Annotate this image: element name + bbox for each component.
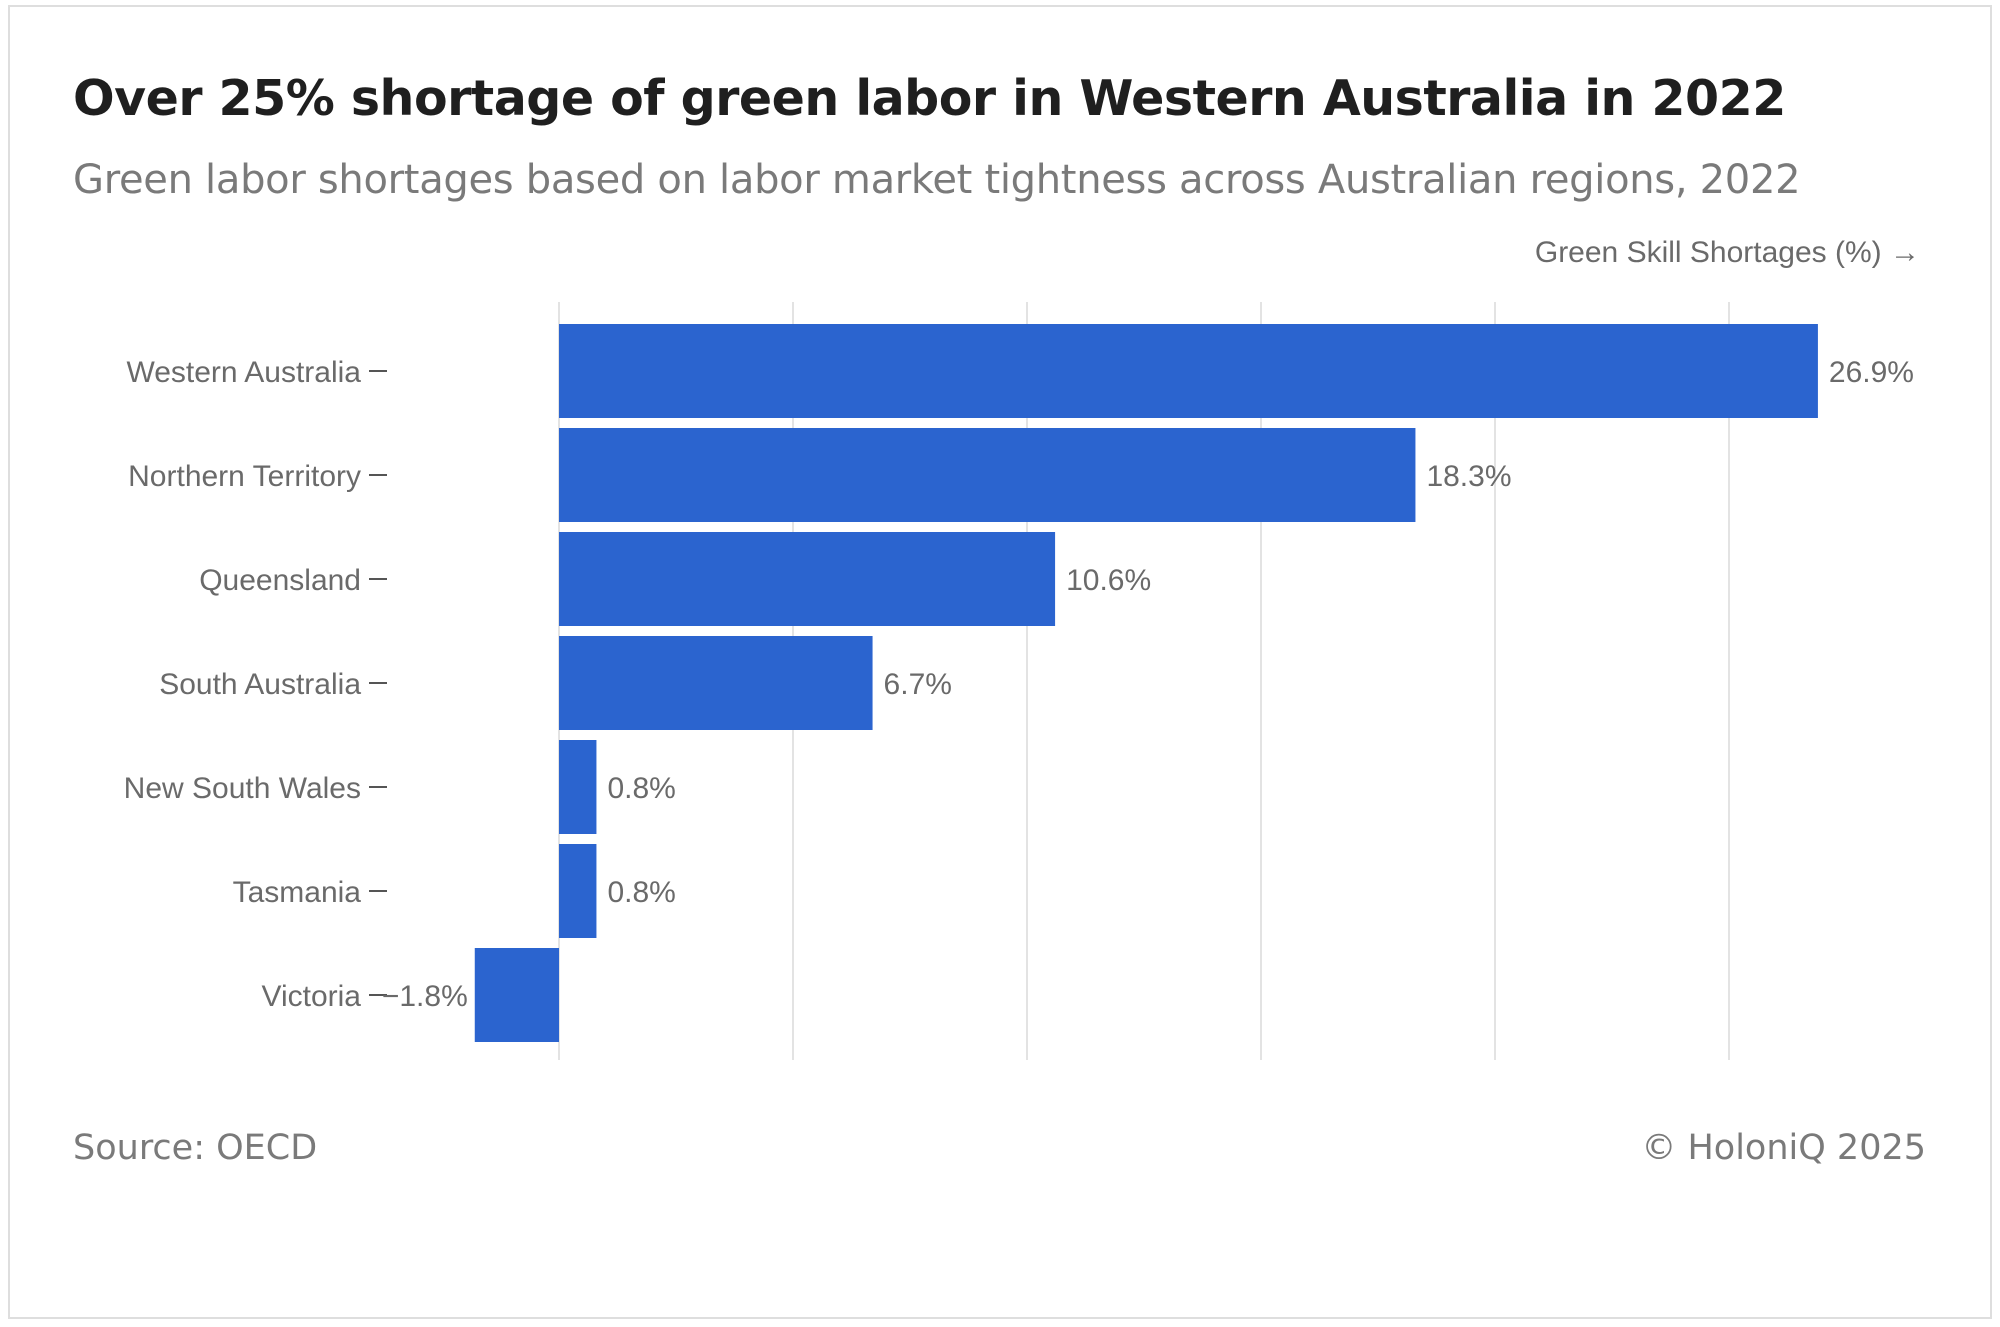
x-axis-title: Green Skill Shortages (%) → [1535,236,1920,269]
bar [559,740,597,834]
data-label: 0.8% [607,772,675,805]
category-label: New South Wales [124,772,361,805]
bar [559,428,1416,522]
category-label: Queensland [199,564,361,597]
data-label: −1.8% [382,980,468,1013]
chart-frame [8,5,1992,1319]
data-label: 6.7% [884,668,952,701]
category-label: Western Australia [126,356,361,389]
copyright-note: © HoloniQ 2025 [1641,1128,1926,1168]
bar [559,636,873,730]
chart-title: Over 25% shortage of green labor in West… [73,70,1786,127]
bar [474,948,559,1042]
labels: Western Australia 26.9% Northern Territory… [124,356,1914,1013]
bar [559,324,1818,418]
data-label: 26.9% [1829,356,1914,389]
category-label: Victoria [262,980,362,1013]
category-label: Tasmania [233,876,362,909]
data-label: 18.3% [1426,460,1511,493]
category-label: South Australia [159,668,361,701]
source-note: Source: OECD [73,1128,318,1168]
data-label: 0.8% [607,876,675,909]
bar [559,532,1056,626]
category-label: Northern Territory [128,460,361,493]
chart-subtitle: Green labor shortages based on labor mar… [73,157,1801,203]
bars [474,324,1818,1042]
bar [559,844,597,938]
data-label: 10.6% [1066,564,1151,597]
